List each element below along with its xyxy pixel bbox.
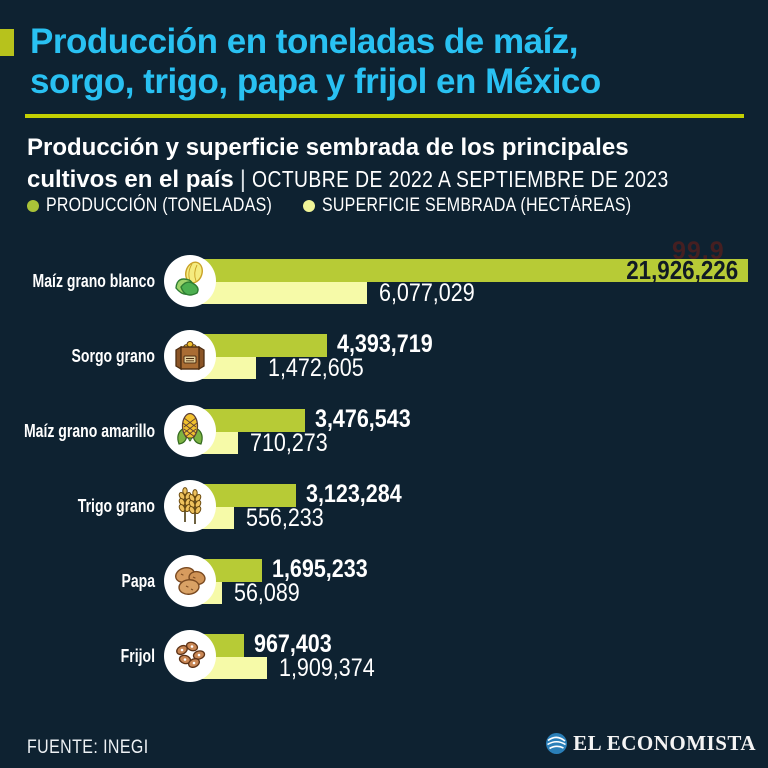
sown-area-value: 6,077,029 [379, 278, 475, 307]
subtitle-line-1: Producción y superficie sembrada de los … [27, 134, 629, 161]
chart-row-maiz-blanco: Maíz grano blanco 21,926,226 6,077,029 [0, 244, 768, 319]
production-dot-icon [27, 200, 39, 212]
source-text: FUENTE: INEGI [27, 737, 149, 758]
production-bar [190, 333, 327, 357]
sown-area-bar [190, 281, 368, 304]
beans-icon [164, 630, 216, 682]
chart-row-maiz-amarillo: Maíz grano amarillo 3,476,543 710,273 [0, 394, 768, 469]
category-label: Maíz grano amarillo [23, 420, 155, 441]
yellow-corn-icon [164, 405, 216, 457]
legend-production-label: PRODUCCIÓN (TONELADAS) [46, 195, 273, 216]
production-bar [190, 408, 305, 432]
potatoes-icon [164, 555, 216, 607]
wheat-icon [164, 480, 216, 532]
brand-globe-icon [545, 732, 568, 755]
accent-square [0, 29, 14, 56]
period-text: OCTUBRE DE 2022 A SEPTIEMBRE DE 2023 [251, 166, 669, 192]
legend-item-sown-area: SUPERFICIE SEMBRADA (HECTÁREAS) [303, 195, 690, 217]
sown-area-dot-icon [303, 200, 315, 212]
subtitle-line-2: cultivos en el país | OCTUBRE DE 2022 A SE… [27, 164, 748, 195]
page-title: Producción en toneladas de maíz, sorgo, … [30, 22, 601, 102]
category-label: Maíz grano blanco [32, 270, 155, 291]
production-value: 967,403 [254, 629, 332, 658]
category-label: Sorgo grano [71, 345, 155, 366]
production-value: 1,695,233 [271, 554, 368, 583]
production-value: 3,123,284 [306, 479, 402, 508]
sorghum-sack-icon [164, 330, 216, 382]
production-value: 3,476,543 [314, 404, 411, 433]
sown-area-value: 1,472,605 [268, 353, 365, 382]
white-corn-icon [164, 255, 216, 307]
production-value: 21,926,226 [626, 254, 738, 285]
chart-row-sorgo: Sorgo grano 4,393,719 1,472,605 [0, 319, 768, 394]
title-line-1: Producción en toneladas de maíz, [30, 22, 579, 61]
subtitle-separator: | [239, 166, 246, 193]
title-divider [25, 114, 744, 118]
chart-row-frijol: Frijol 967,403 1,909,374 [0, 619, 768, 694]
brand-logo: EL ECONOMISTA [545, 731, 756, 756]
production-value: 4,393,719 [336, 329, 433, 358]
production-bar [190, 483, 297, 507]
legend-item-production: PRODUCCIÓN (TONELADAS) [27, 195, 315, 217]
legend-sown-label: SUPERFICIE SEMBRADA (HECTÁREAS) [322, 195, 632, 216]
chart-row-trigo: Trigo grano [0, 469, 768, 544]
title-line-2: sorgo, trigo, papa y frijol en México [30, 62, 601, 101]
category-label: Papa [121, 570, 155, 591]
sown-area-value: 56,089 [234, 578, 301, 607]
category-label: Trigo grano [77, 495, 155, 516]
sown-area-value: 1,909,374 [278, 653, 375, 682]
sown-area-value: 710,273 [250, 428, 328, 457]
production-bar [190, 258, 748, 282]
brand-name: EL ECONOMISTA [573, 731, 756, 755]
chart-row-papa: Papa 1,695,233 56,089 [0, 544, 768, 619]
category-label: Frijol [120, 645, 155, 666]
sown-area-value: 556,233 [246, 503, 325, 532]
subtitle-bold-2: cultivos en el país [27, 166, 234, 193]
